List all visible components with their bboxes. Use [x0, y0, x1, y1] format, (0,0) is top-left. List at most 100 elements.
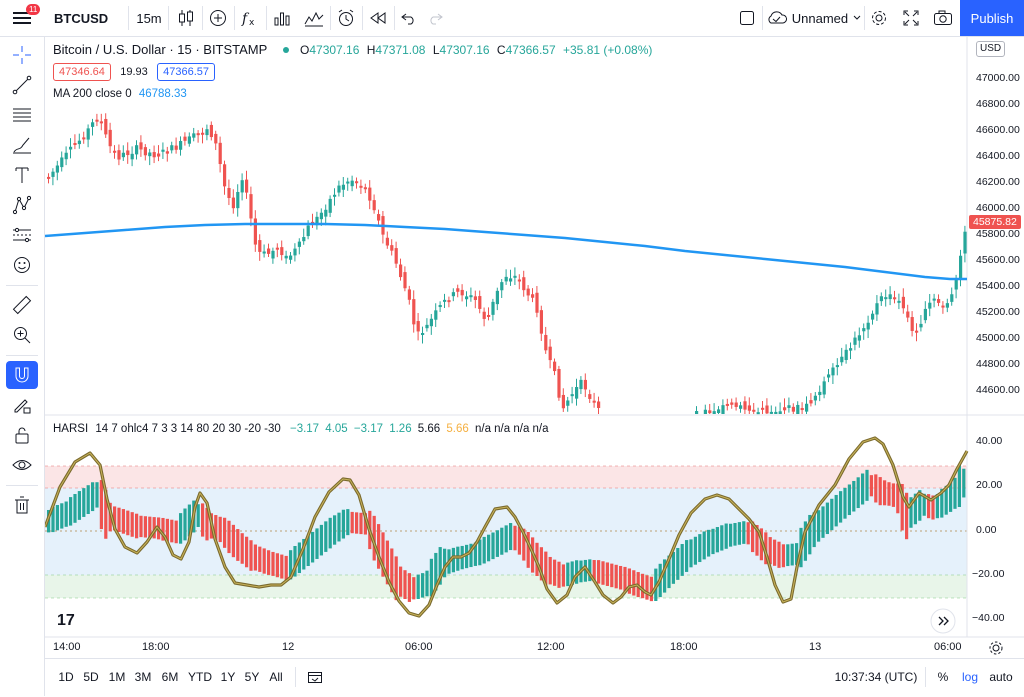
scroll-to-realtime-button[interactable]: [930, 608, 956, 634]
ma-legend[interactable]: MA 200 close 0 46788.33: [53, 88, 187, 100]
snapshot-button[interactable]: [930, 0, 956, 36]
hide-drawings-tool[interactable]: [6, 451, 38, 479]
trend-line-icon: [12, 75, 32, 95]
harsi-bar: [91, 482, 95, 512]
price-tick: 46600.00: [976, 124, 1020, 136]
range-3m[interactable]: 3M: [134, 670, 152, 684]
remove-drawings-tool[interactable]: [6, 491, 38, 519]
harsi-bar: [262, 548, 266, 574]
range-1d[interactable]: 1D: [58, 670, 74, 684]
lock-drawings-tool[interactable]: [6, 421, 38, 449]
price-tick: 45400.00: [976, 280, 1020, 292]
harsi-bar: [803, 521, 807, 561]
price-tick: 46000.00: [976, 202, 1020, 214]
harsi-bar: [275, 553, 279, 578]
candle: [717, 409, 721, 414]
harsi-legend[interactable]: HARSI 14 7 ohlc4 7 3 3 14 80 20 30 -20 -…: [53, 423, 549, 435]
harsi-bar: [179, 513, 183, 544]
icon-tool[interactable]: [6, 251, 38, 279]
redo-button[interactable]: [422, 0, 448, 36]
candle: [174, 145, 178, 150]
chart-type-button[interactable]: [172, 0, 200, 36]
harsi-bar: [922, 493, 926, 516]
currency-selector[interactable]: USD: [976, 41, 1006, 57]
prediction-tool[interactable]: [6, 221, 38, 249]
auto-scale-toggle[interactable]: auto: [989, 670, 1013, 684]
candle: [253, 218, 257, 245]
range-5d[interactable]: 5D: [83, 670, 99, 684]
range-1y[interactable]: 1Y: [220, 670, 236, 684]
symbol-search[interactable]: BTCUSD: [54, 10, 109, 26]
harsi-bar: [170, 519, 174, 543]
harsi-axis[interactable]: 40.00 20.00 0.00 −20.00 −40.00: [968, 416, 1024, 637]
clock-timezone[interactable]: 10:37:34 (UTC): [834, 670, 918, 684]
fullscreen-layout-checkbox[interactable]: [734, 0, 760, 36]
harsi-bar: [407, 573, 411, 602]
candle: [99, 121, 103, 124]
expand-icon: [903, 10, 919, 26]
text-tool[interactable]: [6, 161, 38, 189]
publish-button[interactable]: Publish: [960, 0, 1024, 36]
zoom-in-tool[interactable]: [6, 321, 38, 349]
alert-button[interactable]: [332, 0, 360, 36]
measure-tool[interactable]: [6, 291, 38, 319]
settings-button[interactable]: [866, 0, 892, 36]
harsi-bar: [513, 525, 517, 551]
strategy-button[interactable]: [300, 0, 328, 36]
harsi-bar: [434, 552, 438, 591]
tradingview-logo[interactable]: 17: [57, 612, 75, 629]
sell-button[interactable]: 47346.64: [53, 63, 111, 81]
fib-tool[interactable]: [6, 101, 38, 129]
harsi-bar: [271, 551, 275, 576]
log-scale-toggle[interactable]: log: [961, 670, 978, 684]
candle: [721, 405, 725, 414]
chart-area[interactable]: 17 Bitcoin / U.S. Dollar · 15 · BITSTAMP…: [45, 37, 1024, 658]
harsi-bar: [359, 512, 363, 535]
trash-icon: [15, 496, 29, 514]
interval-button[interactable]: 15m: [136, 10, 162, 26]
harsi-bar: [495, 530, 499, 557]
range-ytd[interactable]: YTD: [188, 670, 212, 684]
trend-line-tool[interactable]: [6, 71, 38, 99]
plus-circle-icon: [210, 10, 226, 26]
pattern-icon: [12, 195, 32, 215]
candle: [487, 314, 491, 317]
compare-button[interactable]: [204, 0, 232, 36]
harsi-bar: [258, 546, 262, 572]
magnet-tool[interactable]: [6, 361, 38, 389]
axis-settings-icon[interactable]: [989, 641, 1003, 655]
candle: [201, 132, 205, 135]
date-range-button[interactable]: [303, 659, 327, 695]
range-6m[interactable]: 6M: [161, 670, 179, 684]
crosshair-tool[interactable]: [6, 41, 38, 69]
symbol-title[interactable]: Bitcoin / U.S. Dollar · 15 · BITSTAMP: [53, 42, 268, 57]
hamburger-icon: [13, 12, 31, 24]
layout-menu[interactable]: Unnamed: [766, 0, 862, 36]
range-all[interactable]: All: [269, 670, 283, 684]
range-5y[interactable]: 5Y: [244, 670, 260, 684]
buy-button[interactable]: 47366.57: [157, 63, 215, 81]
range-1m[interactable]: 1M: [108, 670, 126, 684]
price-axis[interactable]: USD 47000.00 46800.00 46600.00 46400.00 4620…: [968, 37, 1024, 415]
percent-scale-toggle[interactable]: %: [937, 670, 949, 684]
harsi-value-4: 1.26: [389, 423, 412, 435]
brush-tool[interactable]: [6, 131, 38, 159]
chart-canvas[interactable]: 17: [45, 37, 1024, 658]
fullscreen-button[interactable]: [898, 0, 924, 36]
candle: [51, 171, 55, 177]
candle: [306, 225, 310, 237]
harsi-bar: [482, 536, 486, 564]
templates-button[interactable]: [268, 0, 296, 36]
harsi-bar: [302, 538, 306, 570]
replay-button[interactable]: [364, 0, 392, 36]
ma-label: MA 200 close 0: [53, 88, 132, 100]
undo-button[interactable]: [396, 0, 422, 36]
candle: [469, 295, 473, 298]
harsi-bar: [86, 485, 90, 514]
menu-button[interactable]: 11: [8, 0, 41, 36]
pattern-tool[interactable]: [6, 191, 38, 219]
time-axis[interactable]: 14:00 18:00 12 06:00 12:00 18:00 13 06:0…: [45, 638, 967, 658]
stay-in-drawing-tool[interactable]: [6, 391, 38, 419]
harsi-bar: [561, 564, 565, 587]
